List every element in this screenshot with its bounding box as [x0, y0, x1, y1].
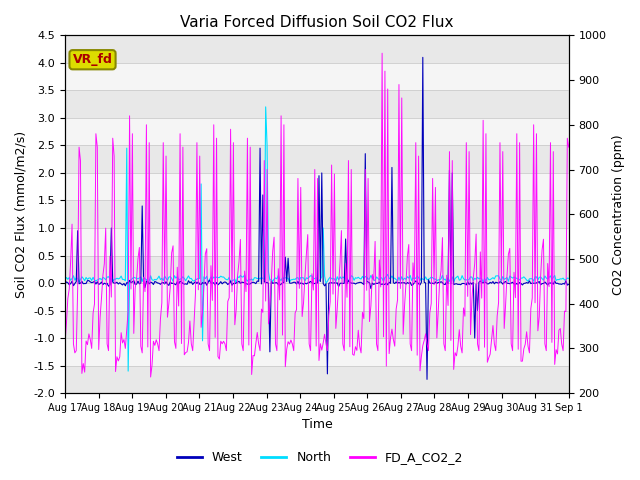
Bar — [65, 338, 569, 366]
Bar — [65, 228, 569, 255]
Bar — [65, 145, 569, 173]
Bar — [65, 201, 569, 228]
Bar — [65, 63, 569, 90]
Legend: West, North, FD_A_CO2_2: West, North, FD_A_CO2_2 — [172, 446, 468, 469]
Bar — [65, 90, 569, 118]
Text: VR_fd: VR_fd — [72, 53, 113, 66]
Y-axis label: Soil CO2 Flux (mmol/m2/s): Soil CO2 Flux (mmol/m2/s) — [15, 131, 28, 298]
Title: Varia Forced Diffusion Soil CO2 Flux: Varia Forced Diffusion Soil CO2 Flux — [180, 15, 454, 30]
Bar — [65, 173, 569, 201]
Bar — [65, 283, 569, 311]
Bar — [65, 118, 569, 145]
Bar — [65, 311, 569, 338]
X-axis label: Time: Time — [301, 419, 332, 432]
Bar — [65, 366, 569, 393]
Bar — [65, 36, 569, 63]
Bar — [65, 255, 569, 283]
Y-axis label: CO2 Concentration (ppm): CO2 Concentration (ppm) — [612, 134, 625, 295]
